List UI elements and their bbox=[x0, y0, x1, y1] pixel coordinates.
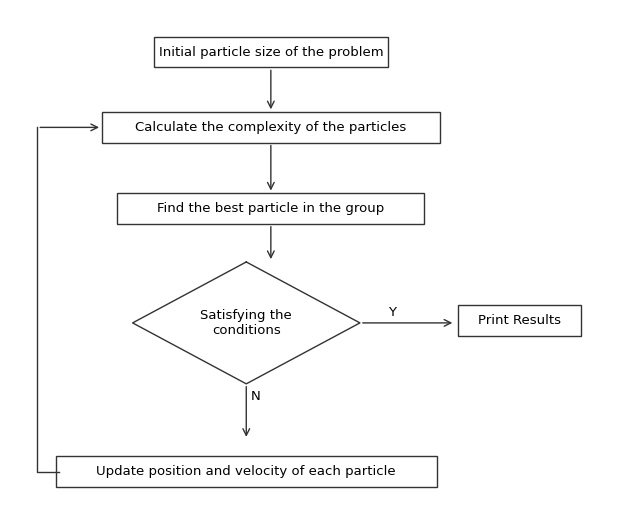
Bar bbox=[458, 305, 581, 335]
Text: Calculate the complexity of the particles: Calculate the complexity of the particle… bbox=[135, 121, 406, 134]
Bar bbox=[102, 112, 440, 143]
Text: Find the best particle in the group: Find the best particle in the group bbox=[157, 202, 385, 215]
Text: Print Results: Print Results bbox=[478, 314, 561, 327]
Text: Satisfying the
conditions: Satisfying the conditions bbox=[200, 309, 292, 337]
Text: Initial particle size of the problem: Initial particle size of the problem bbox=[159, 45, 383, 59]
Bar bbox=[117, 194, 424, 224]
Bar bbox=[56, 457, 436, 487]
Text: Update position and velocity of each particle: Update position and velocity of each par… bbox=[97, 465, 396, 478]
Text: Y: Y bbox=[388, 306, 397, 319]
Bar bbox=[154, 37, 388, 68]
Text: N: N bbox=[251, 390, 260, 403]
